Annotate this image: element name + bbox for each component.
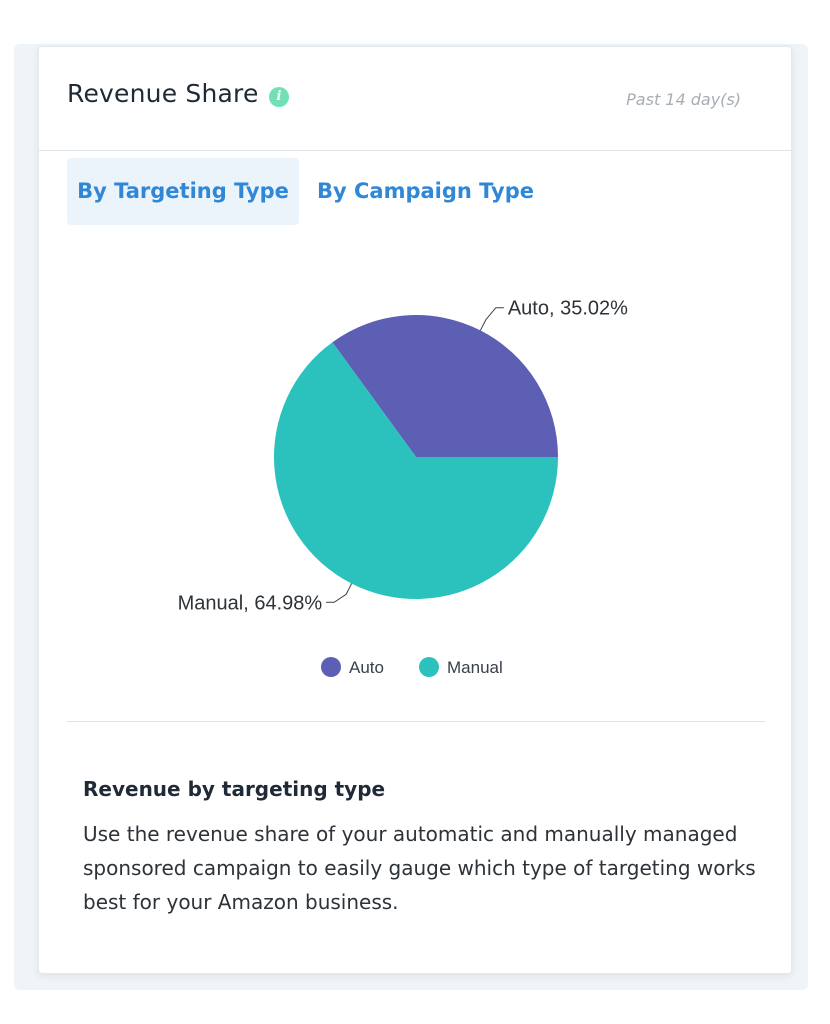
pie-slice-manual[interactable]	[274, 342, 558, 599]
pie-slice-auto[interactable]	[332, 314, 558, 457]
card-title: Revenue Share	[67, 79, 259, 108]
description-title: Revenue by targeting type	[83, 777, 386, 801]
data-label-auto: Auto, 35.02%	[508, 298, 628, 320]
pie-chart: Auto, 35.02% Manual, 64.98% Auto Manual	[178, 298, 629, 677]
data-label-connector-auto	[479, 307, 504, 331]
revenue-share-card: Revenue Share i Past 14 day(s) By Target…	[38, 46, 792, 974]
card-header: Revenue Share i Past 14 day(s)	[39, 47, 791, 151]
data-label-manual: Manual, 64.98%	[178, 592, 323, 614]
info-icon[interactable]: i	[269, 87, 289, 107]
legend-marker-auto[interactable]	[321, 657, 341, 677]
period-label: Past 14 day(s)	[626, 90, 741, 109]
description-text: Use the revenue share of your automatic …	[83, 822, 756, 914]
legend-label-auto[interactable]: Auto	[349, 658, 384, 677]
legend-marker-manual[interactable]	[419, 657, 439, 677]
chart-legend: Auto Manual	[321, 657, 503, 677]
tab-by-targeting-type[interactable]: By Targeting Type	[67, 158, 299, 225]
data-label-connector-manual	[326, 583, 353, 603]
legend-label-manual[interactable]: Manual	[447, 658, 503, 677]
pie-data-labels: Auto, 35.02% Manual, 64.98%	[178, 298, 629, 615]
pie-slices	[274, 314, 558, 599]
tab-by-campaign-type[interactable]: By Campaign Type	[317, 179, 534, 203]
section-divider	[67, 721, 765, 722]
